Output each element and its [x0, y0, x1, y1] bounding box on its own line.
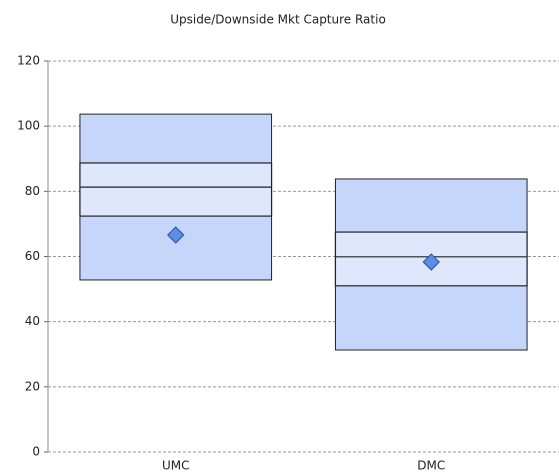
chart-title: Upside/Downside Mkt Capture Ratio	[170, 13, 386, 27]
y-tick-label: 40	[25, 314, 40, 328]
y-tick-label: 20	[25, 379, 40, 393]
y-tick-label: 120	[17, 54, 40, 68]
box-quartiles	[79, 162, 273, 217]
y-tick-label: 80	[25, 184, 40, 198]
y-tick-label: 100	[17, 119, 40, 133]
y-tick-label: 0	[32, 445, 40, 459]
x-tick-label: UMC	[162, 459, 190, 473]
x-tick-label: DMC	[417, 459, 445, 473]
y-tick-label: 60	[25, 249, 40, 263]
marker	[167, 226, 185, 244]
marker	[422, 253, 440, 271]
